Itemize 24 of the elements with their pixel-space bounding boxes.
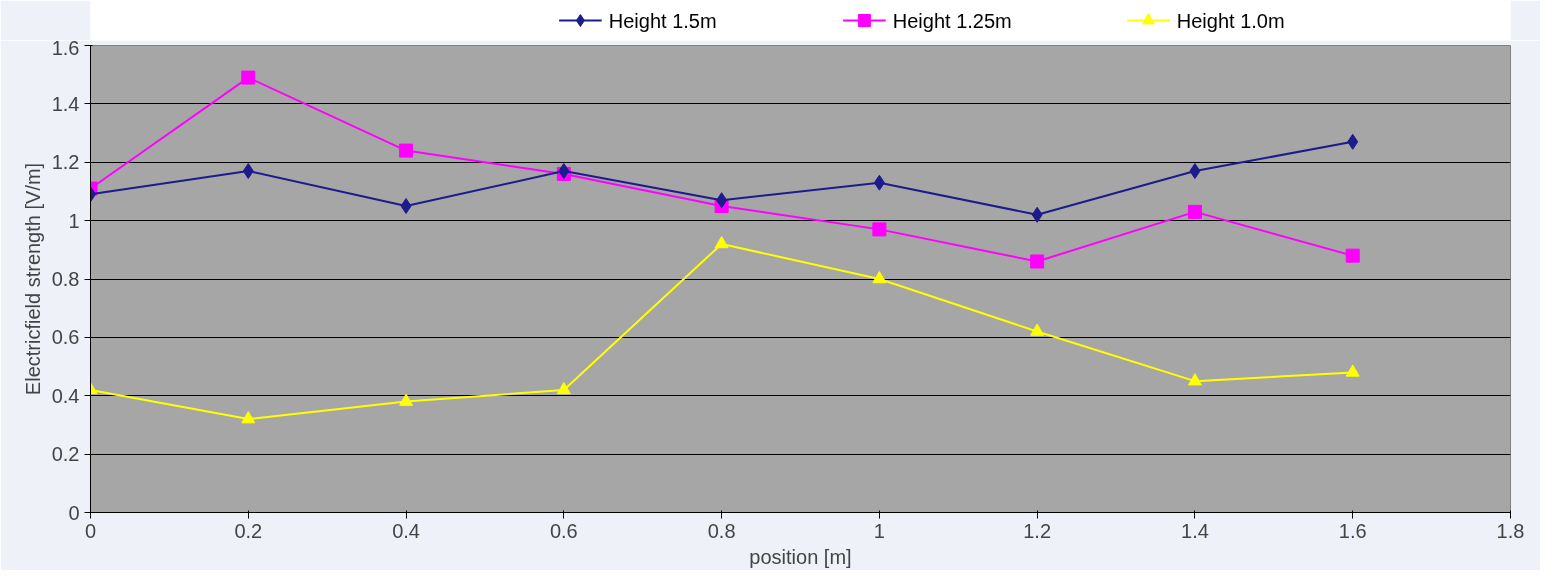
y-tick-label: 0.4 [51, 384, 80, 407]
legend-label: Height 1.25m [892, 9, 1012, 32]
legend-label: Height 1.5m [608, 9, 717, 32]
x-tick-label: 0 [84, 519, 97, 542]
x-tick-label: 0.8 [707, 519, 736, 542]
y-tick-label: 0.2 [51, 443, 80, 466]
y-tick-label: 0.6 [51, 326, 80, 349]
y-tick-label: 0 [68, 501, 80, 524]
y-tick-label: 1.2 [51, 151, 80, 174]
x-tick-label: 1 [873, 519, 885, 542]
y-axis-title: Electricfield strength [V/m] [21, 162, 44, 396]
x-axis-title: position [m] [749, 545, 852, 568]
y-tick-label: 1.4 [51, 92, 80, 115]
y-tick-label: 1.6 [51, 36, 80, 59]
x-tick-label: 1.2 [1023, 519, 1052, 542]
x-tick-label: 0.4 [392, 519, 420, 542]
x-tick-label: 0.2 [234, 519, 263, 542]
x-tick-label: 1.6 [1338, 519, 1367, 542]
legend-label: Height 1.0m [1176, 9, 1285, 32]
y-tick-label: 1 [68, 209, 80, 232]
x-tick-label: 1.4 [1181, 519, 1209, 542]
y-tick-label: 0.8 [51, 268, 80, 290]
x-tick-label: 1.8 [1496, 519, 1525, 542]
x-tick-label: 0.6 [549, 519, 578, 542]
